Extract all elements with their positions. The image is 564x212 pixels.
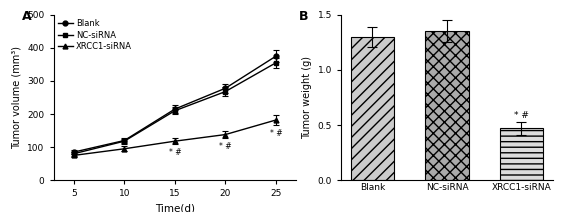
Text: B: B	[299, 10, 309, 23]
Bar	[425, 31, 469, 180]
Bar	[500, 128, 543, 180]
Legend: Blank, NC-siRNA, XRCC1-siRNA: Blank, NC-siRNA, XRCC1-siRNA	[58, 19, 132, 51]
Y-axis label: Tumor volume (mm³): Tumor volume (mm³)	[12, 46, 22, 149]
Text: * #: * #	[270, 129, 282, 138]
Text: * #: * #	[169, 148, 181, 157]
Bar	[351, 37, 394, 180]
X-axis label: Time(d): Time(d)	[155, 204, 195, 212]
Text: * #: * #	[219, 142, 232, 151]
Y-axis label: Tumor weight (g): Tumor weight (g)	[302, 56, 312, 139]
Text: A: A	[22, 10, 32, 23]
Text: * #: * #	[514, 111, 529, 120]
